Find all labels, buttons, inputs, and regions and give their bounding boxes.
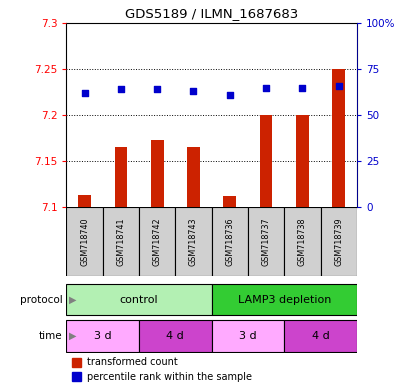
Text: LAMP3 depletion: LAMP3 depletion [237, 295, 331, 305]
Text: GSM718742: GSM718742 [153, 218, 162, 266]
Bar [115, 147, 127, 207]
Text: GSM718738: GSM718738 [298, 218, 307, 266]
Bar [187, 147, 200, 207]
Bar [151, 140, 164, 207]
Text: transformed count: transformed count [87, 358, 178, 367]
Bar [175, 207, 212, 276]
Text: protocol: protocol [20, 295, 62, 305]
Bar [320, 207, 357, 276]
Bar [223, 196, 236, 207]
Bar [72, 372, 81, 381]
Bar [78, 195, 91, 207]
Text: 3 d: 3 d [94, 331, 112, 341]
Text: GSM718737: GSM718737 [261, 218, 271, 266]
Text: GSM718736: GSM718736 [225, 218, 234, 266]
Point [81, 90, 88, 96]
Bar [260, 115, 273, 207]
Bar [284, 207, 320, 276]
Point [263, 84, 269, 91]
Point [190, 88, 197, 94]
Point [117, 86, 124, 93]
Bar [212, 284, 357, 315]
Text: 4 d: 4 d [312, 331, 330, 341]
Text: time: time [39, 331, 62, 341]
Text: ▶: ▶ [68, 331, 76, 341]
Bar [66, 284, 212, 315]
Title: GDS5189 / ILMN_1687683: GDS5189 / ILMN_1687683 [125, 7, 298, 20]
Text: 3 d: 3 d [239, 331, 257, 341]
Bar [139, 207, 175, 276]
Text: GSM718743: GSM718743 [189, 218, 198, 266]
Bar [212, 207, 248, 276]
Bar [332, 69, 345, 207]
Bar [72, 358, 81, 367]
Bar [296, 115, 309, 207]
Text: ▶: ▶ [68, 295, 76, 305]
Bar [66, 207, 103, 276]
Point [299, 84, 306, 91]
Bar [103, 207, 139, 276]
Text: control: control [120, 295, 159, 305]
Point [227, 92, 233, 98]
Bar [212, 320, 284, 352]
Text: GSM718741: GSM718741 [116, 218, 125, 266]
Text: 4 d: 4 d [166, 331, 184, 341]
Bar [139, 320, 212, 352]
Bar [66, 320, 139, 352]
Bar [248, 207, 284, 276]
Bar [284, 320, 357, 352]
Point [154, 86, 161, 93]
Point [335, 83, 342, 89]
Text: GSM718740: GSM718740 [80, 218, 89, 266]
Text: GSM718739: GSM718739 [334, 218, 343, 266]
Text: percentile rank within the sample: percentile rank within the sample [87, 372, 252, 382]
